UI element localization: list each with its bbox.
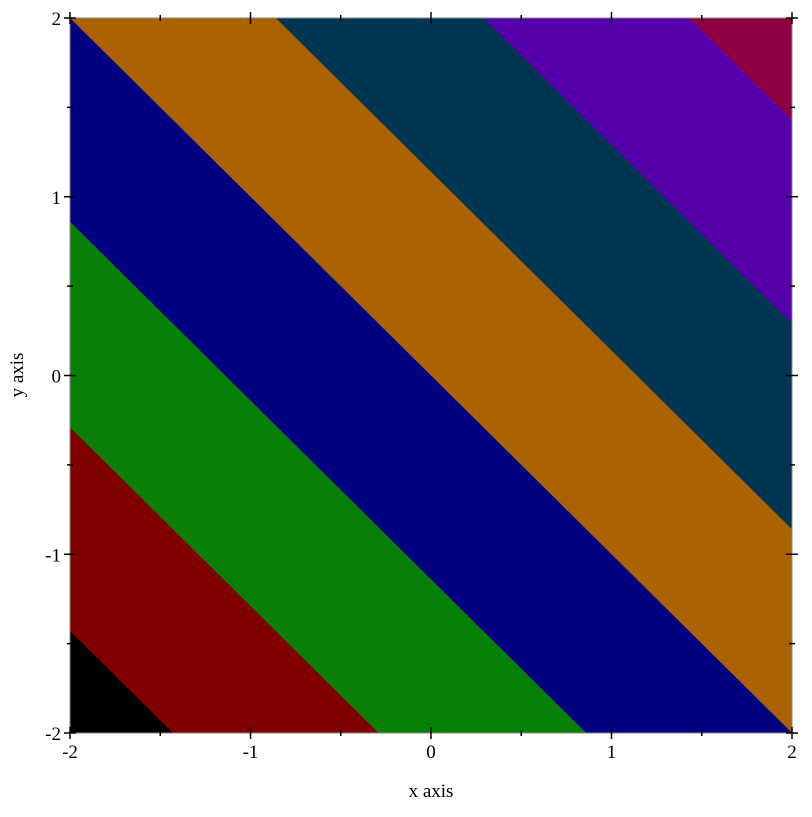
y-tick-label: 1 (52, 188, 62, 209)
contour-bands (70, 18, 792, 733)
x-tick-label: -1 (243, 742, 259, 763)
contour-band (689, 18, 792, 120)
y-tick-labels: -2 -1 0 1 2 (45, 9, 61, 745)
axis-ticks (64, 12, 798, 739)
x-tick-labels: -2 -1 0 1 2 (62, 742, 797, 763)
contour-band (483, 18, 792, 324)
y-axis-label: y axis (7, 353, 28, 398)
y-tick-label: -1 (45, 545, 61, 566)
x-tick-label: -2 (62, 742, 78, 763)
y-tick-label: 2 (52, 9, 62, 30)
x-tick-label: 0 (426, 742, 436, 763)
x-tick-label: 2 (787, 742, 797, 763)
x-axis-label: x axis (409, 781, 454, 802)
y-tick-label: 0 (52, 367, 62, 388)
x-tick-label: 1 (607, 742, 617, 763)
y-tick-label: -2 (45, 724, 61, 745)
